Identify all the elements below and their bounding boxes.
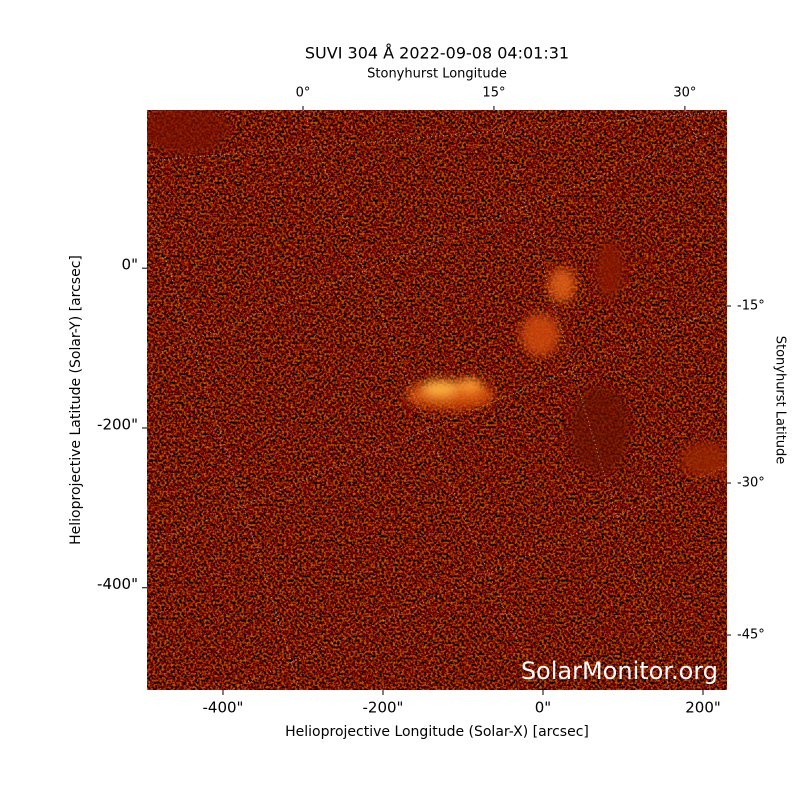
x-tick-label: -400" — [203, 699, 244, 717]
lat-tick-label: -30° — [737, 476, 765, 491]
lat-tick-label: -15° — [737, 299, 765, 314]
watermark: SolarMonitor.org — [521, 657, 718, 685]
y-tick-label: -200" — [97, 415, 138, 433]
x-tick-label: 0" — [535, 699, 551, 717]
lon-tick-label: 0° — [296, 86, 311, 101]
x-axis-label: Helioprojective Longitude (Solar-X) [arc… — [285, 724, 589, 740]
coordinate-grid — [147, 110, 727, 690]
lon-tick-label: 15° — [482, 86, 505, 101]
x-tick-label: 200" — [685, 699, 721, 717]
lat-tick-label: -45° — [737, 628, 765, 643]
lon-tick-label: 30° — [673, 86, 696, 101]
right-axis-label: Stonyhurst Latitude — [773, 336, 788, 465]
x-tick-label: -200" — [363, 699, 404, 717]
y-tick-label: 0" — [122, 256, 138, 274]
y-tick-label: -400" — [97, 575, 138, 593]
chart-title: SUVI 304 Å 2022-09-08 04:01:31 — [305, 44, 569, 63]
top-axis-label: Stonyhurst Longitude — [367, 67, 507, 82]
solar-image — [147, 110, 727, 690]
y-axis-label: Helioprojective Latitude (Solar-Y) [arcs… — [68, 255, 84, 545]
